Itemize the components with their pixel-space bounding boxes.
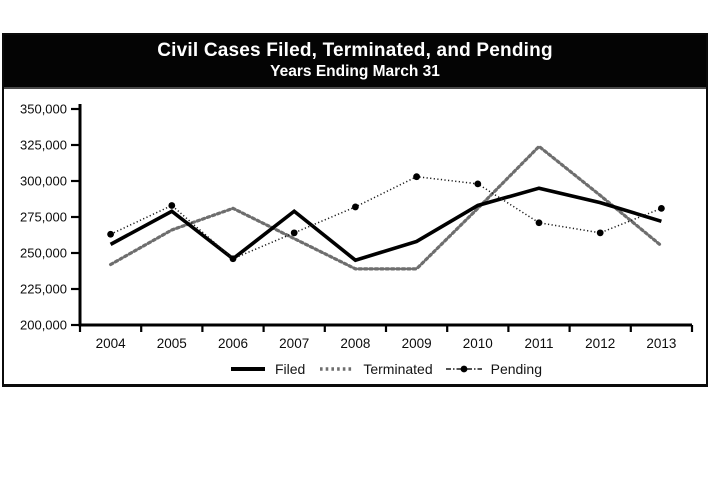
pending-line-swatch-icon — [445, 365, 482, 373]
x-tick-label: 2004 — [96, 336, 127, 351]
marker-pending-2008 — [352, 203, 359, 211]
marker-pending-2012 — [596, 229, 604, 237]
legend-item-pending: Pending — [445, 361, 542, 377]
chart-title: Civil Cases Filed, Terminated, and Pendi… — [157, 40, 553, 61]
y-tick-label: 350,000 — [20, 102, 67, 117]
legend-label-filed: Filed — [274, 361, 306, 377]
y-tick-label: 225,000 — [20, 282, 67, 297]
legend-item-terminated: Terminated — [318, 361, 433, 377]
x-tick-label: 2011 — [524, 336, 553, 351]
y-tick-label: 275,000 — [20, 210, 67, 225]
marker-pending-2009 — [413, 173, 420, 181]
x-tick-label: 2010 — [463, 336, 493, 351]
x-tick-label: 2012 — [585, 336, 615, 351]
series-line-pending — [110, 175, 662, 260]
chart-frame: Civil Cases Filed, Terminated, and Pendi… — [2, 33, 708, 387]
axes — [78, 104, 692, 327]
chart-subtitle: Years Ending March 31 — [270, 63, 440, 80]
marker-pending-2007 — [290, 229, 298, 237]
legend-item-filed: Filed — [230, 361, 305, 377]
x-tick-label: 2013 — [646, 336, 676, 351]
x-tick-label: 2009 — [402, 336, 432, 351]
y-tick-label: 250,000 — [20, 246, 67, 261]
marker-pending-2013 — [658, 204, 665, 212]
series-line-terminated — [108, 144, 664, 271]
filed-line-swatch-icon — [230, 367, 265, 371]
y-tick-label: 300,000 — [20, 174, 67, 189]
x-tick-label: 2005 — [157, 336, 187, 351]
legend-label-pending: Pending — [490, 361, 542, 377]
chart-legend: Filed Terminated Pending — [80, 357, 692, 381]
chart-title-banner: Civil Cases Filed, Terminated, and Pendi… — [4, 35, 706, 89]
x-tick-label: 2006 — [218, 336, 248, 351]
terminated-line-swatch-icon — [320, 367, 354, 371]
x-tick-label: 2007 — [279, 336, 309, 351]
marker-pending-2010 — [474, 180, 482, 188]
marker-pending-2004 — [107, 230, 114, 238]
y-tick-label: 325,000 — [20, 138, 67, 153]
series-line-filed — [109, 186, 662, 263]
legend-label-terminated: Terminated — [363, 361, 433, 377]
marker-pending-2005 — [168, 202, 176, 209]
marker-pending-2011 — [535, 219, 543, 227]
marker-pending-2006 — [229, 255, 237, 263]
x-tick-label: 2008 — [340, 336, 370, 351]
y-tick-label: 200,000 — [20, 318, 67, 333]
